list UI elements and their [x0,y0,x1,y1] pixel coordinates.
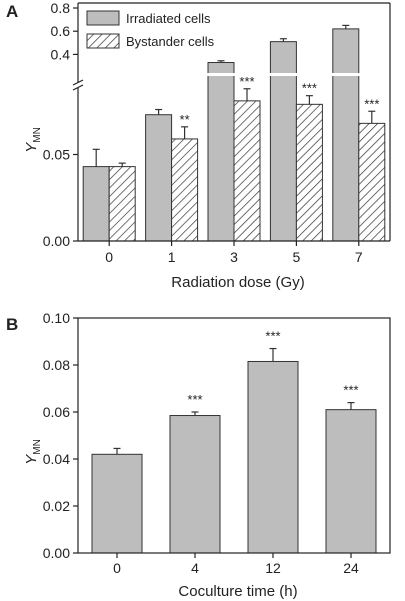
legend-label-bystander: Bystander cells [126,34,215,49]
y-axis-label: YMN [23,127,43,153]
y-axis-label-main: Y [23,142,40,153]
bar-irradiated-1 [145,114,173,242]
y-tick-label: 0.10 [43,310,70,326]
bar-irradiated-3 [207,62,235,242]
x-tick-label: 0 [113,560,121,576]
bar-coculture-0 [91,453,143,554]
bar-bystander-0 [108,166,136,242]
y-tick-label: 0.08 [43,357,70,373]
x-axis-title: Radiation dose (Gy) [171,274,304,291]
significance-mark: *** [265,329,280,344]
y-axis-label-main: Y [23,454,40,465]
y-tick-label: 0.06 [43,404,70,420]
x-tick-label: 24 [343,560,359,576]
x-tick-label: 4 [191,560,199,576]
legend-swatch-irradiated [86,10,120,26]
y-axis-label-subscript: MN [32,127,43,143]
panel-letter: A [6,2,18,21]
y-tick-label: 0.00 [43,545,70,561]
bar-bystander-7 [358,122,386,242]
y-tick-label: 0.00 [43,233,70,249]
significance-mark: *** [343,383,358,398]
significance-mark: ** [180,112,190,127]
x-tick-label: 5 [293,249,301,265]
bar-bystander-1 [171,138,199,242]
axis-break-gap [77,73,391,76]
legend-label-irradiated: Irradiated cells [126,11,211,26]
x-tick-label: 1 [168,249,176,265]
panel-a-chart: A***** ******0.000.050.40.60.80 1 3 5 7Radiat… [6,0,391,291]
significance-mark: *** [302,81,317,96]
plot-frame [77,317,391,554]
y-tick-label: 0.8 [51,0,71,16]
bar-irradiated-5 [269,41,297,242]
y-tick-label: 0.05 [43,147,70,163]
x-tick-label: 0 [105,249,113,265]
legend-swatch-bystander [86,33,120,49]
bar-bystander-5 [295,103,323,242]
y-tick-label: 0.6 [51,23,71,39]
bar-coculture-12 [247,360,299,554]
y-axis-label: YMN [23,439,43,465]
axis-break-mark [72,79,84,86]
significance-mark: *** [239,74,254,89]
panel-letter: B [6,315,18,334]
bar-coculture-4 [169,415,221,554]
y-tick-label: 0.4 [51,46,71,62]
bar-irradiated-7 [332,28,360,242]
axis-break-mark [72,84,84,91]
panel-b-chart: B *** *** *** 0.00 0.02 0.04 0.06 0.08 0.10 0 4 12 24… [6,310,391,600]
y-tick-label: 0.04 [43,451,70,467]
x-tick-label: 12 [265,560,281,576]
bar-coculture-24 [325,409,377,554]
bar-irradiated-0 [82,166,110,242]
y-axis-label-subscript: MN [32,439,43,455]
significance-mark: *** [364,96,379,111]
significance-mark: *** [187,392,202,407]
x-tick-label: 7 [355,249,363,265]
y-tick-label: 0.02 [43,498,70,514]
x-axis-title: Coculture time (h) [178,583,297,600]
legend: Irradiated cells Bystander cells [86,10,215,49]
x-tick-label: 3 [230,249,238,265]
bar-bystander-3 [233,100,261,242]
